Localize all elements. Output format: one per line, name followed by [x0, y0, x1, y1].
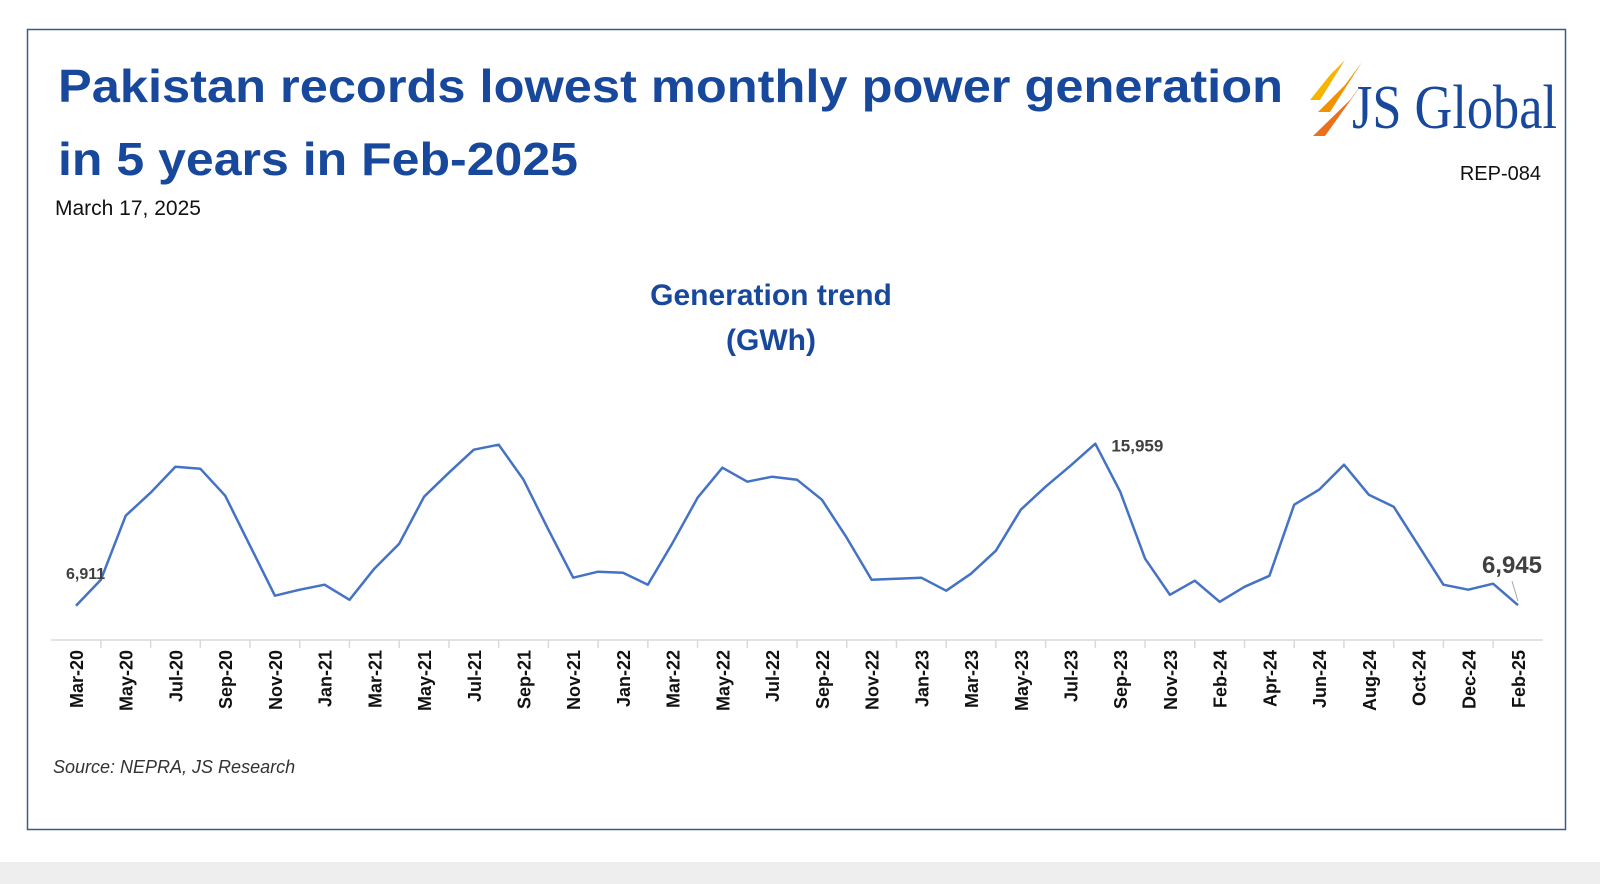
chart-subtitle: (GWh): [726, 324, 816, 357]
date: March 17, 2025: [55, 197, 201, 220]
x-tick-label: May-21: [415, 650, 435, 711]
x-tick-label: Nov-22: [863, 650, 883, 710]
x-tick-label: Dec-24: [1459, 650, 1479, 709]
bottom-band: [0, 862, 1600, 884]
x-tick-label: Apr-24: [1260, 650, 1280, 707]
frame: [26, 28, 1567, 831]
x-tick-label: Mar-21: [365, 650, 385, 708]
x-tick-label: Sep-23: [1111, 650, 1131, 709]
x-tick-label: Jan-21: [316, 650, 336, 707]
x-tick-label: Sep-20: [216, 650, 236, 709]
x-tick-label: Oct-24: [1410, 650, 1430, 706]
x-tick-label: Feb-24: [1211, 650, 1231, 708]
x-tick-label: Sep-21: [515, 650, 535, 709]
x-tick-label: Jan-23: [912, 650, 932, 707]
x-tick-label: May-22: [713, 650, 733, 711]
source: Source: NEPRA, JS Research: [53, 757, 295, 777]
x-tick-label: May-23: [1012, 650, 1032, 711]
report-id: REP-084: [1460, 163, 1541, 185]
x-tick-label: May-20: [117, 650, 137, 711]
chart-title: Generation trend: [650, 279, 892, 312]
x-tick-label: Mar-22: [664, 650, 684, 708]
data-label: 15,959: [1111, 437, 1163, 456]
x-tick-label: Sep-22: [813, 650, 833, 709]
data-label: 6,911: [66, 566, 105, 583]
series-line: [75, 442, 1519, 607]
x-tick-label: Jul-21: [465, 650, 485, 702]
x-tick-label: Jul-22: [763, 650, 783, 702]
x-tick-label: Mar-20: [67, 650, 87, 708]
x-tick-label: Jan-22: [614, 650, 634, 707]
x-tick-label: Aug-24: [1360, 650, 1380, 711]
x-tick-label: Nov-21: [564, 650, 584, 710]
x-tick-label: Nov-23: [1161, 650, 1181, 710]
logo-text: JS Global: [1352, 74, 1557, 142]
label-leader: [1511, 581, 1519, 602]
data-label: 6,945: [1482, 552, 1542, 579]
x-tick-label: Nov-20: [266, 650, 286, 710]
x-tick-label: Jun-24: [1310, 650, 1330, 708]
logo-mark: [1310, 60, 1365, 136]
x-tick-label: Mar-23: [962, 650, 982, 708]
page-title: in 5 years in Feb-2025: [58, 133, 578, 185]
x-tick-label: Feb-25: [1509, 650, 1529, 708]
page-title: Pakistan records lowest monthly power ge…: [58, 60, 1283, 112]
x-tick-label: Jul-23: [1061, 650, 1081, 702]
x-tick-label: Jul-20: [166, 650, 186, 702]
